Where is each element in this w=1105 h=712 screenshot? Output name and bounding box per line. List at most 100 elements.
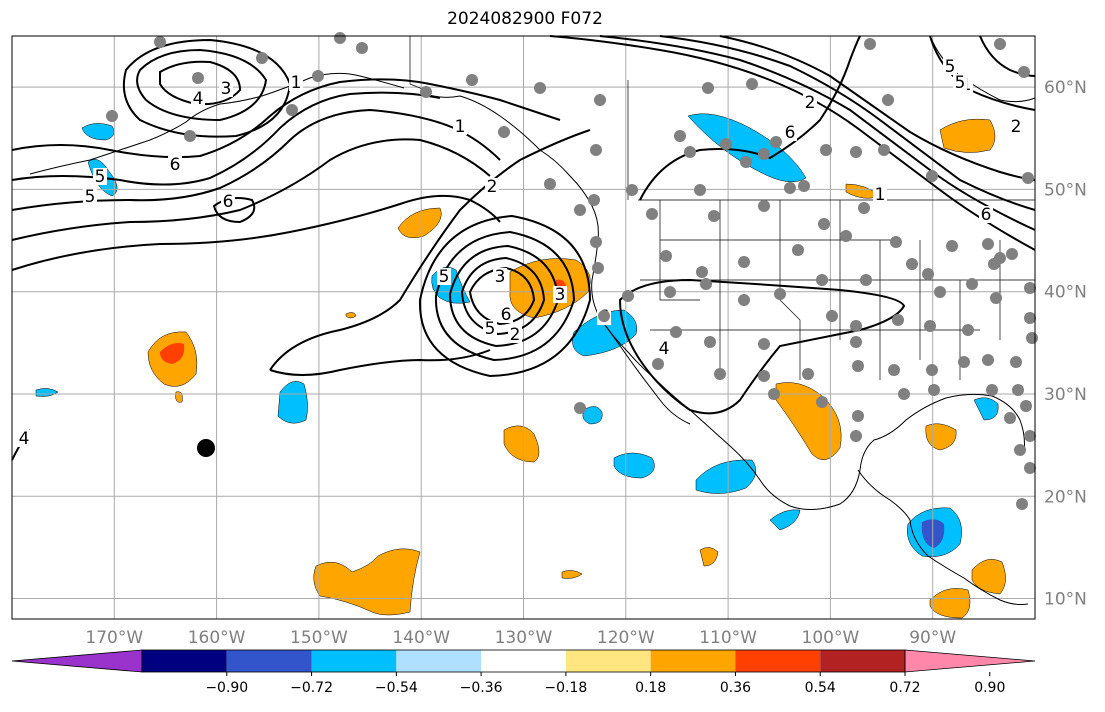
- station-marker: [1022, 172, 1034, 184]
- station-marker: [714, 368, 726, 380]
- contour-line: [159, 60, 242, 106]
- contour-label: 6: [170, 155, 181, 175]
- station-marker: [356, 42, 368, 54]
- station-marker: [994, 252, 1006, 264]
- baja-california: [599, 317, 691, 425]
- gulf-coastline: [857, 469, 1029, 605]
- station-marker: [850, 146, 862, 158]
- anomaly-fills: [35, 113, 1006, 619]
- station-marker: [1024, 430, 1036, 442]
- colorbar-segment: [820, 650, 905, 672]
- station-marker: [820, 144, 832, 156]
- station-marker: [574, 204, 586, 216]
- station-marker: [590, 144, 602, 156]
- negative-anomaly-region: [695, 459, 757, 494]
- station-marker: [1020, 400, 1032, 412]
- latitude-tick-label: 40°N: [1044, 283, 1087, 303]
- station-marker: [106, 110, 118, 122]
- contour-line: [599, 35, 1036, 231]
- station-marker: [928, 384, 940, 396]
- station-marker: [184, 130, 196, 142]
- colorbar-tick-label: −0.90: [205, 680, 248, 696]
- contour-line: [719, 35, 1036, 181]
- longitude-tick-label: 150°W: [290, 628, 348, 648]
- negative-anomaly-region: [81, 123, 115, 141]
- contour-label-bg: [483, 320, 497, 337]
- station-marker: [420, 86, 432, 98]
- colorbar-segment: [396, 650, 482, 672]
- colorbar-segment: [650, 650, 736, 672]
- station-marker: [1006, 248, 1018, 260]
- contour-label: 5: [485, 319, 496, 339]
- station-marker: [154, 36, 166, 48]
- strong-positive-anomaly-region: [160, 343, 185, 364]
- longitude-tick-label: 140°W: [392, 628, 450, 648]
- contour-line: [659, 35, 1036, 211]
- station-marker: [816, 396, 828, 408]
- station-marker: [798, 180, 810, 192]
- station-marker: [966, 278, 978, 290]
- station-marker: [946, 240, 958, 252]
- contour-label-bg: [803, 94, 817, 111]
- colorbar-extend-low: [11, 649, 143, 673]
- contour-line: [639, 35, 861, 201]
- negative-anomaly-region: [769, 509, 801, 531]
- station-marker: [700, 278, 712, 290]
- station-marker: [740, 156, 752, 168]
- station-marker: [696, 266, 708, 278]
- station-marker: [664, 286, 676, 298]
- contour-line: [269, 129, 591, 371]
- station-marker: [840, 230, 852, 242]
- colorbar-outline: [141, 649, 906, 673]
- contour-label: 1: [875, 185, 886, 205]
- contour-line: [468, 266, 536, 326]
- station-marker: [934, 286, 946, 298]
- negative-anomaly-region: [277, 381, 308, 424]
- map-title: 2024082900 F072: [447, 9, 603, 29]
- contour-label-bg: [17, 430, 31, 447]
- colorbar-tick-label: 0.90: [974, 680, 1005, 696]
- station-marker: [1018, 66, 1030, 78]
- station-marker: [598, 310, 610, 322]
- station-marker: [802, 368, 814, 380]
- latitude-tick-label: 30°N: [1044, 385, 1087, 405]
- contour-line: [11, 138, 491, 241]
- contour-line: [460, 256, 546, 336]
- station-marker: [592, 262, 604, 274]
- positive-anomaly-region: [561, 570, 583, 579]
- station-marker: [818, 218, 830, 230]
- station-marker: [646, 208, 658, 220]
- strong-positive-anomaly-region: [556, 279, 566, 288]
- station-marker: [982, 238, 994, 250]
- station-marker: [652, 358, 664, 370]
- colorbar-tick-label: 0.72: [889, 680, 920, 696]
- colorbar-tick-label: 0.36: [720, 680, 751, 696]
- station-marker: [986, 384, 998, 396]
- positive-anomaly-region: [345, 312, 357, 319]
- contour-label: 3: [221, 79, 232, 99]
- station-marker: [670, 326, 682, 338]
- hudson-bay-coast: [929, 35, 1036, 103]
- contour-line: [618, 278, 906, 415]
- station-marker: [1014, 444, 1026, 456]
- contour-label-bg: [437, 268, 451, 285]
- latitude-axis: 10°N 20°N 30°N 40°N 50°N 60°N: [1044, 78, 1087, 609]
- station-marker: [622, 290, 634, 302]
- station-marker: [738, 294, 750, 306]
- station-marker: [878, 144, 890, 156]
- contour-label-bg: [953, 74, 967, 91]
- contour-label-bg: [553, 286, 567, 303]
- negative-anomaly-region: [973, 397, 999, 421]
- contour-label: 5: [439, 267, 450, 287]
- colorbar-tick-label: −0.72: [290, 680, 333, 696]
- negative-anomaly-region: [687, 113, 807, 183]
- contour-label: 5: [945, 57, 956, 77]
- station-marker: [466, 74, 478, 86]
- longitude-axis: 170°W 160°W 150°W 140°W 130°W 120°W 110°W 100°W…: [85, 628, 956, 648]
- station-marker: [758, 200, 770, 212]
- colorbar-tick-label: −0.54: [375, 680, 418, 696]
- contour-label-bg: [219, 80, 233, 97]
- station-marker: [926, 364, 938, 376]
- station-marker: [770, 136, 782, 148]
- station-marker: [850, 320, 862, 332]
